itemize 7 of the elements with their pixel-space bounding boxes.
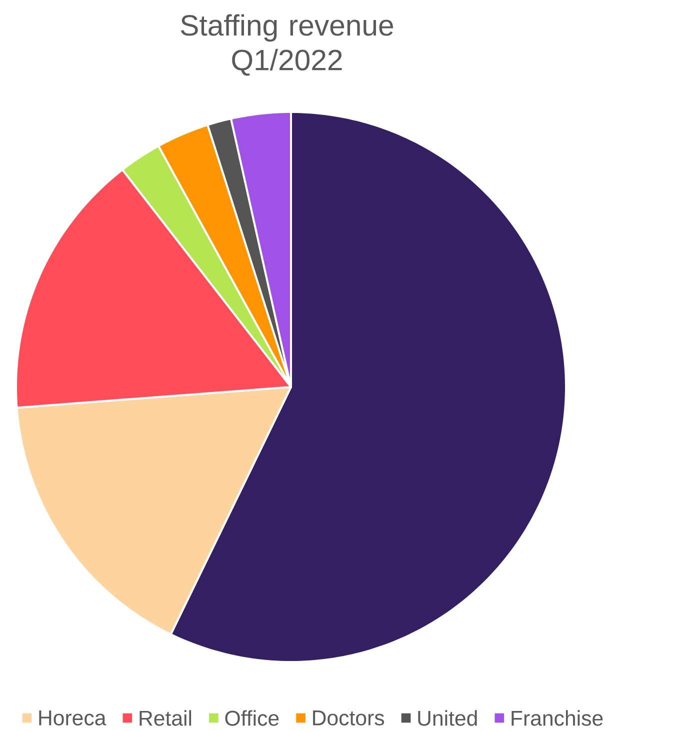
chart-title: Staffing revenue Q1/2022	[180, 14, 394, 76]
legend-label: United	[418, 710, 477, 726]
legend-label: Franchise	[512, 710, 603, 726]
legend-label: Doctors	[313, 710, 384, 726]
legend-label: Office	[225, 710, 279, 726]
legend-label: Retail	[140, 710, 192, 726]
legend-label: Horeca	[39, 710, 106, 726]
